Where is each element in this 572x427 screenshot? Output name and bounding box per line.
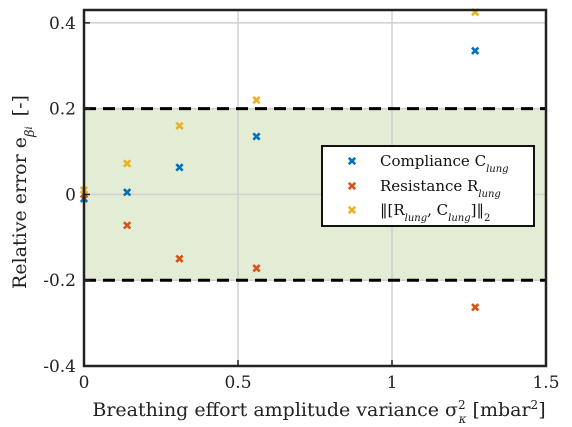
legend-label-part: Compliance C [380,152,486,170]
y-tick-label: 0 [65,185,76,205]
data-point-norm [123,159,132,168]
legend-label-part: ]‖ [471,201,484,219]
legend-label-part: ‖[R [380,201,405,219]
x-tick-label: 0 [79,373,90,393]
threshold-lines [84,107,546,282]
data-point-norm [252,95,261,105]
data-point-compliance [175,163,184,172]
legend-entry-norm: ‖[Rlung, Clung]‖2 [347,201,490,224]
x-axis-label: Breathing effort amplitude variance σ2 κ … [92,398,545,426]
y-tick-label: 0.4 [49,14,76,34]
marker-stroke [471,303,480,312]
legend-label: Resistance Rlung [380,177,501,200]
legend-box [321,145,535,227]
legend-label-part: lung [448,213,470,224]
plot-frame [82,8,548,368]
x-tick-label: 1 [387,373,398,393]
x-tick-label: 0.5 [224,373,251,393]
marker-stroke [252,132,261,141]
data-point-resistance [252,264,261,273]
y-tick-label: -0.2 [43,271,76,291]
legend-label-part: lung [405,213,427,224]
marker-stroke [347,205,357,215]
marker-stroke [123,221,132,230]
legend-entry-resistance: Resistance Rlung [347,177,501,200]
legend-entry-compliance: Compliance Clung [347,152,509,175]
legend-label: Compliance Clung [380,152,509,175]
marker-stroke [252,95,261,105]
marker-stroke [471,46,480,55]
axis-ticks: 0 0.5 1 1.5 -0.4 -0.2 0 0.2 0.4 [43,14,559,393]
legend-label-part: lung [486,164,508,175]
data-point-resistance [123,221,132,230]
data-point-compliance [252,132,261,141]
legend-label-part: lung [478,189,500,200]
y-tick-label: 0.2 [49,100,76,120]
data-point-resistance [175,254,184,263]
legend-label-part: , C [427,201,448,219]
legend-label: ‖[Rlung, Clung]‖2 [380,201,490,224]
marker-stroke [123,159,132,168]
data-point-compliance [123,188,132,197]
y-tick-label: -0.4 [43,357,76,377]
data-point-norm [175,121,184,130]
marker-stroke [347,156,357,166]
legend-label-part: Resistance R [380,177,479,195]
marker-stroke [175,121,184,130]
y-axis-label: Relative error eβi[-] [9,95,38,289]
marker-stroke [175,254,184,263]
marker-stroke [347,181,357,191]
data-point-resistance [471,303,480,312]
data-point-compliance [471,46,480,55]
legend-label-part: 2 [484,213,490,224]
marker-stroke [252,264,261,273]
x-tick-label: 1.5 [532,373,559,393]
marker-stroke [123,188,132,197]
marker-stroke [175,163,184,172]
